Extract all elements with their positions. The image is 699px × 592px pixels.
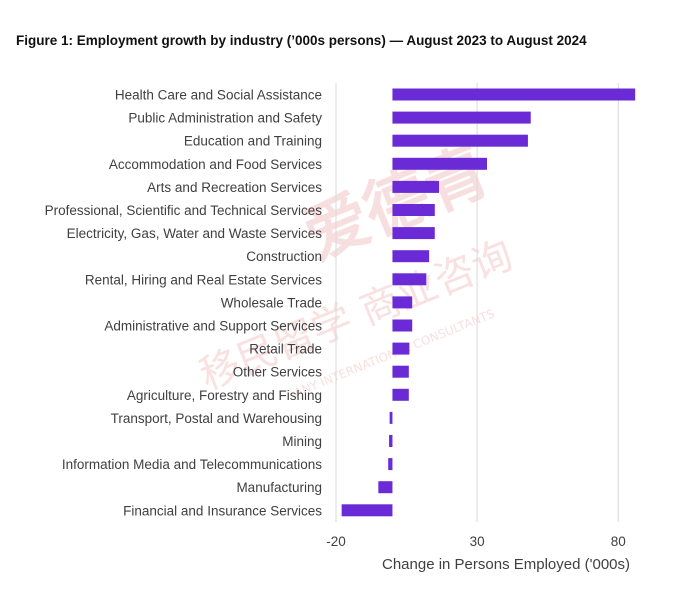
x-axis-title: Change in Persons Employed ('000s) <box>382 556 630 573</box>
category-label: Rental, Hiring and Real Estate Services <box>85 272 322 287</box>
category-label: Retail Trade <box>249 342 322 357</box>
category-label: Mining <box>282 434 322 449</box>
bar <box>341 504 393 517</box>
category-label: Administrative and Support Services <box>104 319 322 334</box>
bar <box>389 411 393 424</box>
bars <box>341 88 636 517</box>
x-tick-label: 80 <box>611 534 626 549</box>
category-label: Financial and Insurance Services <box>123 503 322 518</box>
bar <box>392 111 531 124</box>
figure-title: Figure 1: Employment growth by industry … <box>16 33 587 48</box>
bar <box>388 458 393 471</box>
bar <box>392 250 430 263</box>
bar <box>392 134 528 147</box>
category-label: Arts and Recreation Services <box>147 180 322 195</box>
category-label: Manufacturing <box>236 480 322 495</box>
category-label: Construction <box>246 249 322 264</box>
bar <box>392 342 410 355</box>
category-label: Agriculture, Forestry and Fishing <box>127 388 322 403</box>
category-label: Electricity, Gas, Water and Waste Servic… <box>67 226 323 241</box>
bar <box>392 204 435 216</box>
x-tick-label: -20 <box>326 534 346 549</box>
category-label: Education and Training <box>184 134 322 149</box>
gridlines <box>335 83 619 522</box>
bar <box>392 319 413 332</box>
bar <box>392 365 409 378</box>
x-tick-label: 30 <box>470 534 485 549</box>
bar <box>392 296 413 309</box>
bar <box>392 180 440 193</box>
bar <box>392 388 409 401</box>
bar <box>392 273 427 286</box>
category-label: Health Care and Social Assistance <box>115 88 322 103</box>
category-label: Accommodation and Food Services <box>109 157 322 172</box>
x-tick-labels: -20 30 80 <box>326 534 626 549</box>
bar <box>392 88 636 101</box>
category-label: Transport, Postal and Warehousing <box>111 411 322 426</box>
category-labels: Health Care and Social Assistance Public … <box>45 88 323 519</box>
category-label: Information Media and Telecommunications <box>62 457 322 472</box>
category-label: Wholesale Trade <box>221 295 322 310</box>
bar <box>392 227 435 240</box>
bar <box>389 435 393 447</box>
category-label: Professional, Scientific and Technical S… <box>45 203 323 218</box>
bar <box>378 481 393 494</box>
bar <box>392 157 487 170</box>
category-label: Other Services <box>233 365 323 380</box>
category-label: Public Administration and Safety <box>128 111 322 126</box>
